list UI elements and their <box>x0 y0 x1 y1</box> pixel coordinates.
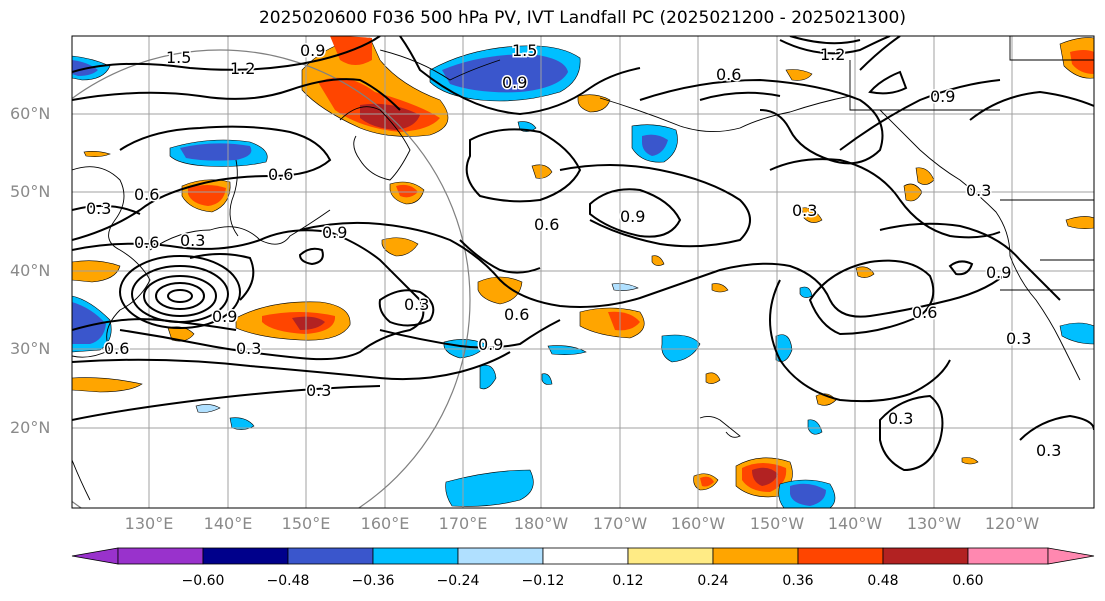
colorbar-segment <box>117 547 204 565</box>
contour-label: 0.9 <box>212 307 237 326</box>
lon-label: 150°E <box>281 514 331 533</box>
lat-label-20n: 20°N <box>10 418 51 437</box>
contour-label: 1.5 <box>512 41 537 60</box>
lon-label: 130°W <box>906 514 962 533</box>
contour-label: 0.3 <box>404 295 429 314</box>
contour-label: 1.5 <box>166 48 191 67</box>
contour-label: 0.3 <box>888 409 913 428</box>
colorbar-segment <box>712 547 799 565</box>
range-ring <box>72 49 471 508</box>
contour-label: 1.2 <box>820 45 845 64</box>
lon-label: 140°W <box>827 514 883 533</box>
contour-label: 0.9 <box>502 73 527 92</box>
contour-label: 0.3 <box>180 231 205 250</box>
colorbar <box>71 547 1095 565</box>
lon-label: 120°W <box>984 514 1040 533</box>
colorbar-tick-label: 0.48 <box>867 573 899 589</box>
colorbar-segment <box>797 547 884 565</box>
colorbar-tick-label: 0.12 <box>612 573 644 589</box>
contour-label: 0.3 <box>86 199 111 218</box>
lon-label: 130°E <box>124 514 174 533</box>
contour-label: 0.3 <box>966 181 991 200</box>
lat-label-40n: 40°N <box>10 261 51 280</box>
map-frame <box>71 35 1095 509</box>
colorbar-extend-low <box>71 547 119 565</box>
lon-label: 170°E <box>438 514 488 533</box>
colorbar-tick-label: −0.12 <box>521 573 565 589</box>
contour-label: 0.6 <box>504 305 529 324</box>
lon-label: 160°W <box>670 514 726 533</box>
contour-label: 0.3 <box>1006 329 1031 348</box>
colorbar-segment <box>457 547 544 565</box>
colorbar-segment <box>627 547 714 565</box>
graticule <box>72 36 1094 508</box>
contour-label: 0.6 <box>716 65 741 84</box>
colorbar-tick-label: −0.24 <box>436 573 480 589</box>
contour-label: 0.3 <box>306 381 331 400</box>
colorbar-segment <box>967 547 1049 565</box>
contour-label: 0.9 <box>478 335 503 354</box>
contour-label: 0.9 <box>930 87 955 106</box>
contour-labels: 1.5 1.2 0.9 1.5 1.2 0.9 0.6 0.6 0.6 0.3 … <box>85 40 1063 462</box>
lon-label: 170°W <box>592 514 648 533</box>
contour-label: 0.3 <box>236 339 261 358</box>
colorbar-extend-high <box>1047 547 1095 565</box>
lat-label-30n: 30°N <box>10 339 51 358</box>
contour-label: 0.6 <box>134 233 159 252</box>
colorbar-tick-label: 0.36 <box>782 573 814 589</box>
contour-label: 0.6 <box>534 215 559 234</box>
pv-contours <box>72 36 1094 472</box>
contour-label: 1.2 <box>230 59 255 78</box>
lat-label-60n: 60°N <box>10 104 51 123</box>
colorbar-tick-label: −0.36 <box>351 573 395 589</box>
lat-label-50n: 50°N <box>10 182 51 201</box>
lon-label: 180°W <box>513 514 569 533</box>
lon-label: 140°E <box>203 514 253 533</box>
colorbar-segment <box>202 547 289 565</box>
negative-anomaly-shading <box>72 45 1094 508</box>
contour-label: 0.6 <box>268 165 293 184</box>
lon-label: 160°E <box>360 514 410 533</box>
contour-label: 0.6 <box>134 185 159 204</box>
colorbar-tick-label: 0.24 <box>697 573 729 589</box>
contour-label: 0.9 <box>300 41 325 60</box>
contour-label: 0.6 <box>912 303 937 322</box>
colorbar-tick-label: −0.48 <box>266 573 310 589</box>
contour-label: 0.9 <box>322 223 347 242</box>
colorbar-segment <box>882 547 969 565</box>
contour-label: 0.9 <box>620 207 645 226</box>
contour-label: 0.3 <box>792 201 817 220</box>
contour-label: 0.6 <box>104 339 129 358</box>
contour-label: 0.9 <box>986 263 1011 282</box>
colorbar-tick-label: 0.60 <box>952 573 984 589</box>
colorbar-segment <box>287 547 374 565</box>
lon-label: 150°W <box>749 514 805 533</box>
colorbar-segment <box>372 547 459 565</box>
colorbar-tick-label: −0.60 <box>181 573 225 589</box>
contour-label: 0.3 <box>1036 441 1061 460</box>
colorbar-segment <box>542 547 629 565</box>
positive-anomaly-shading <box>72 36 1094 498</box>
map-title: 2025020600 F036 500 hPa PV, IVT Landfall… <box>258 8 906 28</box>
coastlines <box>72 36 1094 501</box>
